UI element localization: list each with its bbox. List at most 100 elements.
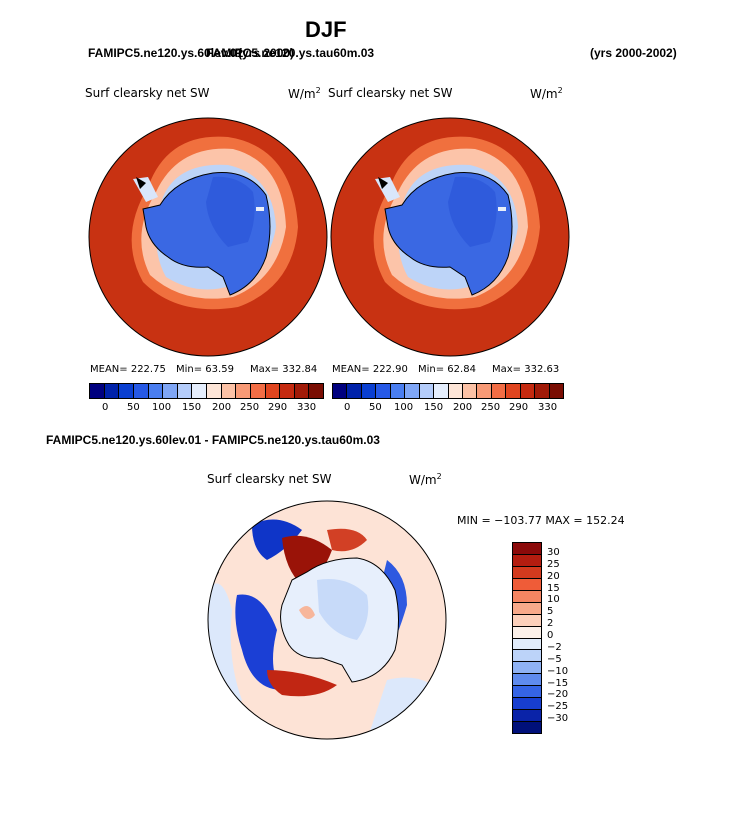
east-antarctic-plateau <box>448 176 497 247</box>
right-panel-units: W/m2 <box>530 86 563 101</box>
left-colorbar <box>89 383 324 399</box>
diff-colorbar-label: −5 <box>547 653 562 665</box>
coast-mark <box>136 177 146 189</box>
coast-mark <box>378 177 388 189</box>
colorbar-swatch <box>448 384 463 398</box>
colorbar-swatch <box>419 384 435 398</box>
colorbar-swatch <box>280 384 295 398</box>
colorbar-swatch <box>347 384 362 398</box>
diff-colorbar-label: −20 <box>547 689 569 701</box>
colorbar-swatch <box>376 384 391 398</box>
diff-colorbar-swatch <box>513 686 541 699</box>
diff-colorbar-swatch <box>513 638 541 651</box>
diff-colorbar-label: 5 <box>547 606 554 618</box>
diff-colorbar-swatch <box>513 626 541 639</box>
right-cb-label: 150 <box>424 402 444 413</box>
colorbar-swatch <box>520 384 536 398</box>
diff-colorbar-swatch <box>513 578 541 591</box>
diff-colorbar-swatch <box>513 614 541 627</box>
colorbar-swatch <box>133 384 149 398</box>
right-colorbar <box>332 383 564 399</box>
diff-colorbar-label: −30 <box>547 713 569 725</box>
colorbar-swatch <box>462 384 478 398</box>
diff-strong-positive-south <box>267 670 337 697</box>
colorbar-swatch <box>309 384 323 398</box>
left-panel-units: W/m2 <box>288 86 321 101</box>
right-cb-label: 200 <box>453 402 473 413</box>
colorbar-swatch <box>90 384 105 398</box>
difference-polar-map <box>207 500 447 740</box>
right-cb-label: 50 <box>369 402 382 413</box>
diff-colorbar-label: 2 <box>547 618 554 630</box>
diff-colorbar-swatch <box>513 650 541 663</box>
diff-colorbar-swatch <box>513 674 541 687</box>
left-min: Min= 63.59 <box>176 364 234 375</box>
left-cb-label: 50 <box>127 402 140 413</box>
diff-colorbar-label: 10 <box>547 594 560 606</box>
years-header-right: (yrs 2000-2002) <box>590 46 677 60</box>
right-cb-label: 100 <box>394 402 414 413</box>
colorbar-swatch <box>148 384 164 398</box>
diff-panel-variable: Surf clearsky net SW <box>207 472 332 486</box>
diff-colorbar-label: 15 <box>547 582 560 594</box>
right-cb-label: 330 <box>538 402 558 413</box>
diff-strong-negative-west <box>235 594 282 690</box>
colorbar-swatch <box>236 384 251 398</box>
right-cb-label: 0 <box>344 402 351 413</box>
colorbar-swatch <box>104 384 120 398</box>
colorbar-swatch <box>163 384 178 398</box>
diff-colorbar-label: −2 <box>547 641 562 653</box>
diff-colorbar-swatch <box>513 662 541 675</box>
diff-colorbar-swatch <box>513 543 541 555</box>
colorbar-swatch <box>390 384 406 398</box>
colorbar-swatch <box>506 384 521 398</box>
left-units-base: W/m <box>288 87 316 101</box>
case-header-left: FAMIPC5.ne120.ys.60lev.01 <box>88 46 244 60</box>
left-cb-label: 150 <box>182 402 202 413</box>
right-cb-label: 290 <box>509 402 529 413</box>
diff-positive-ne <box>327 528 367 552</box>
diff-colorbar-swatch <box>513 554 541 567</box>
colorbar-swatch <box>221 384 237 398</box>
diff-colorbar-label: 30 <box>547 546 560 558</box>
colorbar-swatch <box>294 384 310 398</box>
colorbar-swatch <box>192 384 207 398</box>
diff-strong-negative-nw <box>252 519 302 560</box>
diff-colorbar-label: −15 <box>547 677 569 689</box>
left-cb-label: 0 <box>102 402 109 413</box>
diff-colorbar-swatch <box>513 710 541 723</box>
colorbar-swatch <box>491 384 507 398</box>
diff-colorbar-label: 0 <box>547 630 554 641</box>
right-panel-variable: Surf clearsky net SW <box>328 86 453 100</box>
right-cb-label: 250 <box>481 402 501 413</box>
diff-colorbar-label: 25 <box>547 558 560 570</box>
right-max: Max= 332.63 <box>492 364 560 375</box>
left-map-border <box>88 117 328 357</box>
right-units-exp: 2 <box>557 86 563 95</box>
colorbar-swatch <box>207 384 222 398</box>
colorbar-swatch <box>119 384 134 398</box>
colorbar-swatch <box>333 384 348 398</box>
diff-continent-slight-negative <box>317 579 369 640</box>
left-units-exp: 2 <box>315 86 321 95</box>
diff-header: FAMIPC5.ne120.ys.60lev.01 - FAMIPC5.ne12… <box>46 433 380 447</box>
figure-title: DJF <box>305 17 347 42</box>
colorbar-swatch <box>405 384 420 398</box>
colorbar-swatch <box>477 384 492 398</box>
left-cb-label: 250 <box>240 402 260 413</box>
diff-colorbar-label: −10 <box>547 665 569 677</box>
colorbar-swatch <box>250 384 266 398</box>
right-polar-map <box>330 117 570 357</box>
left-cb-label: 100 <box>152 402 172 413</box>
left-max: Max= 332.84 <box>250 364 318 375</box>
diff-units-base: W/m <box>409 473 437 487</box>
left-panel-variable: Surf clearsky net SW <box>85 86 210 100</box>
right-map-border <box>330 117 570 357</box>
right-min: Min= 62.84 <box>418 364 476 375</box>
diff-continent-slight-positive <box>299 606 315 619</box>
diff-colorbar-label: −25 <box>547 701 569 713</box>
left-cb-label: 330 <box>297 402 317 413</box>
diff-colorbar-swatch <box>513 722 541 733</box>
case-header-overlap: FAMIPC5.ne120.ys.tau60m.03 <box>206 46 375 60</box>
colorbar-swatch <box>361 384 377 398</box>
